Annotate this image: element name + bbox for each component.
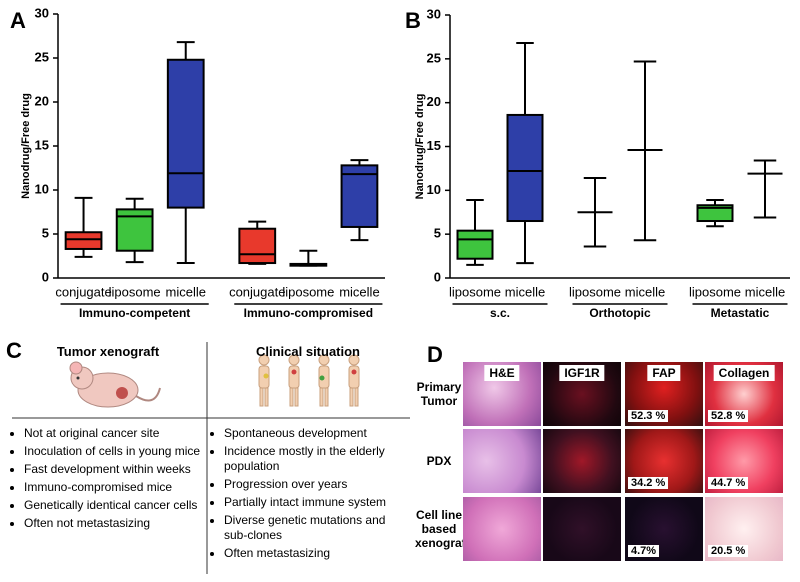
list-item: Progression over years bbox=[224, 477, 404, 492]
x-tick-label: micelle bbox=[166, 284, 206, 299]
x-tick-label: micelle bbox=[505, 284, 545, 299]
y-tick-label: 0 bbox=[434, 269, 441, 284]
column-title: Clinical situation bbox=[255, 344, 360, 359]
box bbox=[456, 229, 494, 260]
image-cell bbox=[463, 497, 541, 561]
row-label: Cell line based xenograft bbox=[415, 508, 470, 550]
column-header: FAP bbox=[647, 365, 681, 381]
x-tick-label: conjugate bbox=[229, 284, 285, 299]
y-tick-label: 5 bbox=[42, 225, 49, 240]
percentage: 52.8 % bbox=[708, 410, 749, 422]
list-item: Not at original cancer site bbox=[24, 426, 204, 441]
group-label: s.c. bbox=[490, 306, 510, 320]
row-label: Primary Tumor bbox=[416, 380, 462, 408]
percentage: 34.2 % bbox=[628, 477, 669, 489]
image-cell: 44.7 % bbox=[705, 429, 783, 493]
image-cell: 4.7% bbox=[625, 497, 703, 561]
image-cell: 34.2 % bbox=[625, 429, 703, 493]
panel-c-art bbox=[12, 342, 410, 574]
panel-label: C bbox=[6, 338, 22, 363]
y-tick-label: 20 bbox=[427, 94, 441, 109]
y-tick-label: 0 bbox=[42, 269, 49, 284]
group-label: Immuno-compromised bbox=[244, 306, 373, 320]
y-tick-label: 10 bbox=[427, 182, 441, 197]
panel-label: A bbox=[10, 8, 26, 33]
percentage: 52.3 % bbox=[628, 410, 669, 422]
box bbox=[506, 113, 544, 223]
image-cell: Collagen 52.8 % bbox=[705, 362, 783, 426]
column: Tumor xenograft Not at original cancer s… bbox=[10, 338, 206, 530]
list-item: Fast development within weeks bbox=[24, 462, 204, 477]
box bbox=[340, 164, 379, 228]
box bbox=[238, 227, 277, 265]
x-tick-label: micelle bbox=[339, 284, 379, 299]
box bbox=[64, 231, 103, 250]
x-tick-label: liposome bbox=[569, 284, 621, 299]
x-tick-label: liposome bbox=[282, 284, 334, 299]
column-title: Tumor xenograft bbox=[56, 344, 160, 359]
list-item: Immuno-compromised mice bbox=[24, 480, 204, 495]
image-cell bbox=[463, 429, 541, 493]
panel-label: D bbox=[427, 342, 443, 367]
y-tick-label: 30 bbox=[35, 5, 49, 20]
list-item: Often metastasizing bbox=[224, 546, 404, 561]
column-header: H&E bbox=[484, 365, 520, 381]
percentage: 20.5 % bbox=[708, 545, 749, 557]
y-tick-label: 25 bbox=[35, 49, 49, 64]
list-item: Genetically identical cancer cells bbox=[24, 498, 204, 513]
list: Not at original cancer site Inoculation o… bbox=[10, 426, 204, 534]
x-tick-label: micelle bbox=[625, 284, 665, 299]
column-header: Collagen bbox=[713, 365, 775, 381]
list: Spontaneous development Incidence mostly … bbox=[210, 426, 404, 564]
list-item: Partially intact immune system bbox=[224, 495, 404, 510]
row-label: PDX bbox=[426, 454, 452, 468]
group-label: Immuno-competent bbox=[79, 306, 190, 320]
percentage: 4.7% bbox=[628, 545, 660, 557]
column-header: IGF1R bbox=[559, 365, 605, 381]
x-tick-label: conjugate bbox=[55, 284, 111, 299]
y-tick-label: 20 bbox=[35, 93, 49, 108]
group-label: Orthotopic bbox=[589, 306, 651, 320]
y-tick-label: 15 bbox=[35, 137, 49, 152]
column: Clinical situation Spontaneous developme… bbox=[210, 338, 406, 560]
list-item: Incidence mostly in the elderly populati… bbox=[224, 444, 404, 474]
image-cell bbox=[543, 429, 621, 493]
image-cell: 20.5 % bbox=[705, 497, 783, 561]
y-tick-label: 10 bbox=[35, 181, 49, 196]
panel-label: B bbox=[405, 8, 421, 33]
y-tick-label: 25 bbox=[427, 50, 441, 65]
x-tick-label: liposome bbox=[449, 284, 501, 299]
panel-d: D Primary Tumor H&E IGF1R FAP 52.3 % Collagen… bbox=[415, 342, 800, 582]
people-icons bbox=[258, 354, 360, 407]
x-tick-label: liposome bbox=[109, 284, 161, 299]
y-tick-label: 5 bbox=[434, 226, 441, 241]
group-label: Metastatic bbox=[711, 306, 770, 320]
box bbox=[166, 58, 205, 209]
x-tick-label: micelle bbox=[745, 284, 785, 299]
panel-c: C Tumor xenograft Not at original cancer… bbox=[6, 338, 410, 578]
percentage: 44.7 % bbox=[708, 477, 749, 489]
image-cell: FAP 52.3 % bbox=[625, 362, 703, 426]
image-cell bbox=[543, 497, 621, 561]
x-tick-label: liposome bbox=[689, 284, 741, 299]
image-cell: H&E bbox=[463, 362, 541, 426]
list-item: Spontaneous development bbox=[224, 426, 404, 441]
mouse-icon bbox=[69, 361, 161, 408]
y-axis-label: Nanodrug/Free drug bbox=[414, 94, 426, 200]
list-item: Inoculation of cells in young mice bbox=[24, 444, 204, 459]
list-item: Often not metastasizing bbox=[24, 516, 204, 531]
y-tick-label: 30 bbox=[427, 6, 441, 21]
y-tick-label: 15 bbox=[427, 138, 441, 153]
list-item: Diverse genetic mutations and sub-clones bbox=[224, 513, 404, 543]
image-cell: IGF1R bbox=[543, 362, 621, 426]
box bbox=[696, 204, 734, 223]
y-axis-label: Nanodrug/Free drug bbox=[20, 93, 32, 199]
